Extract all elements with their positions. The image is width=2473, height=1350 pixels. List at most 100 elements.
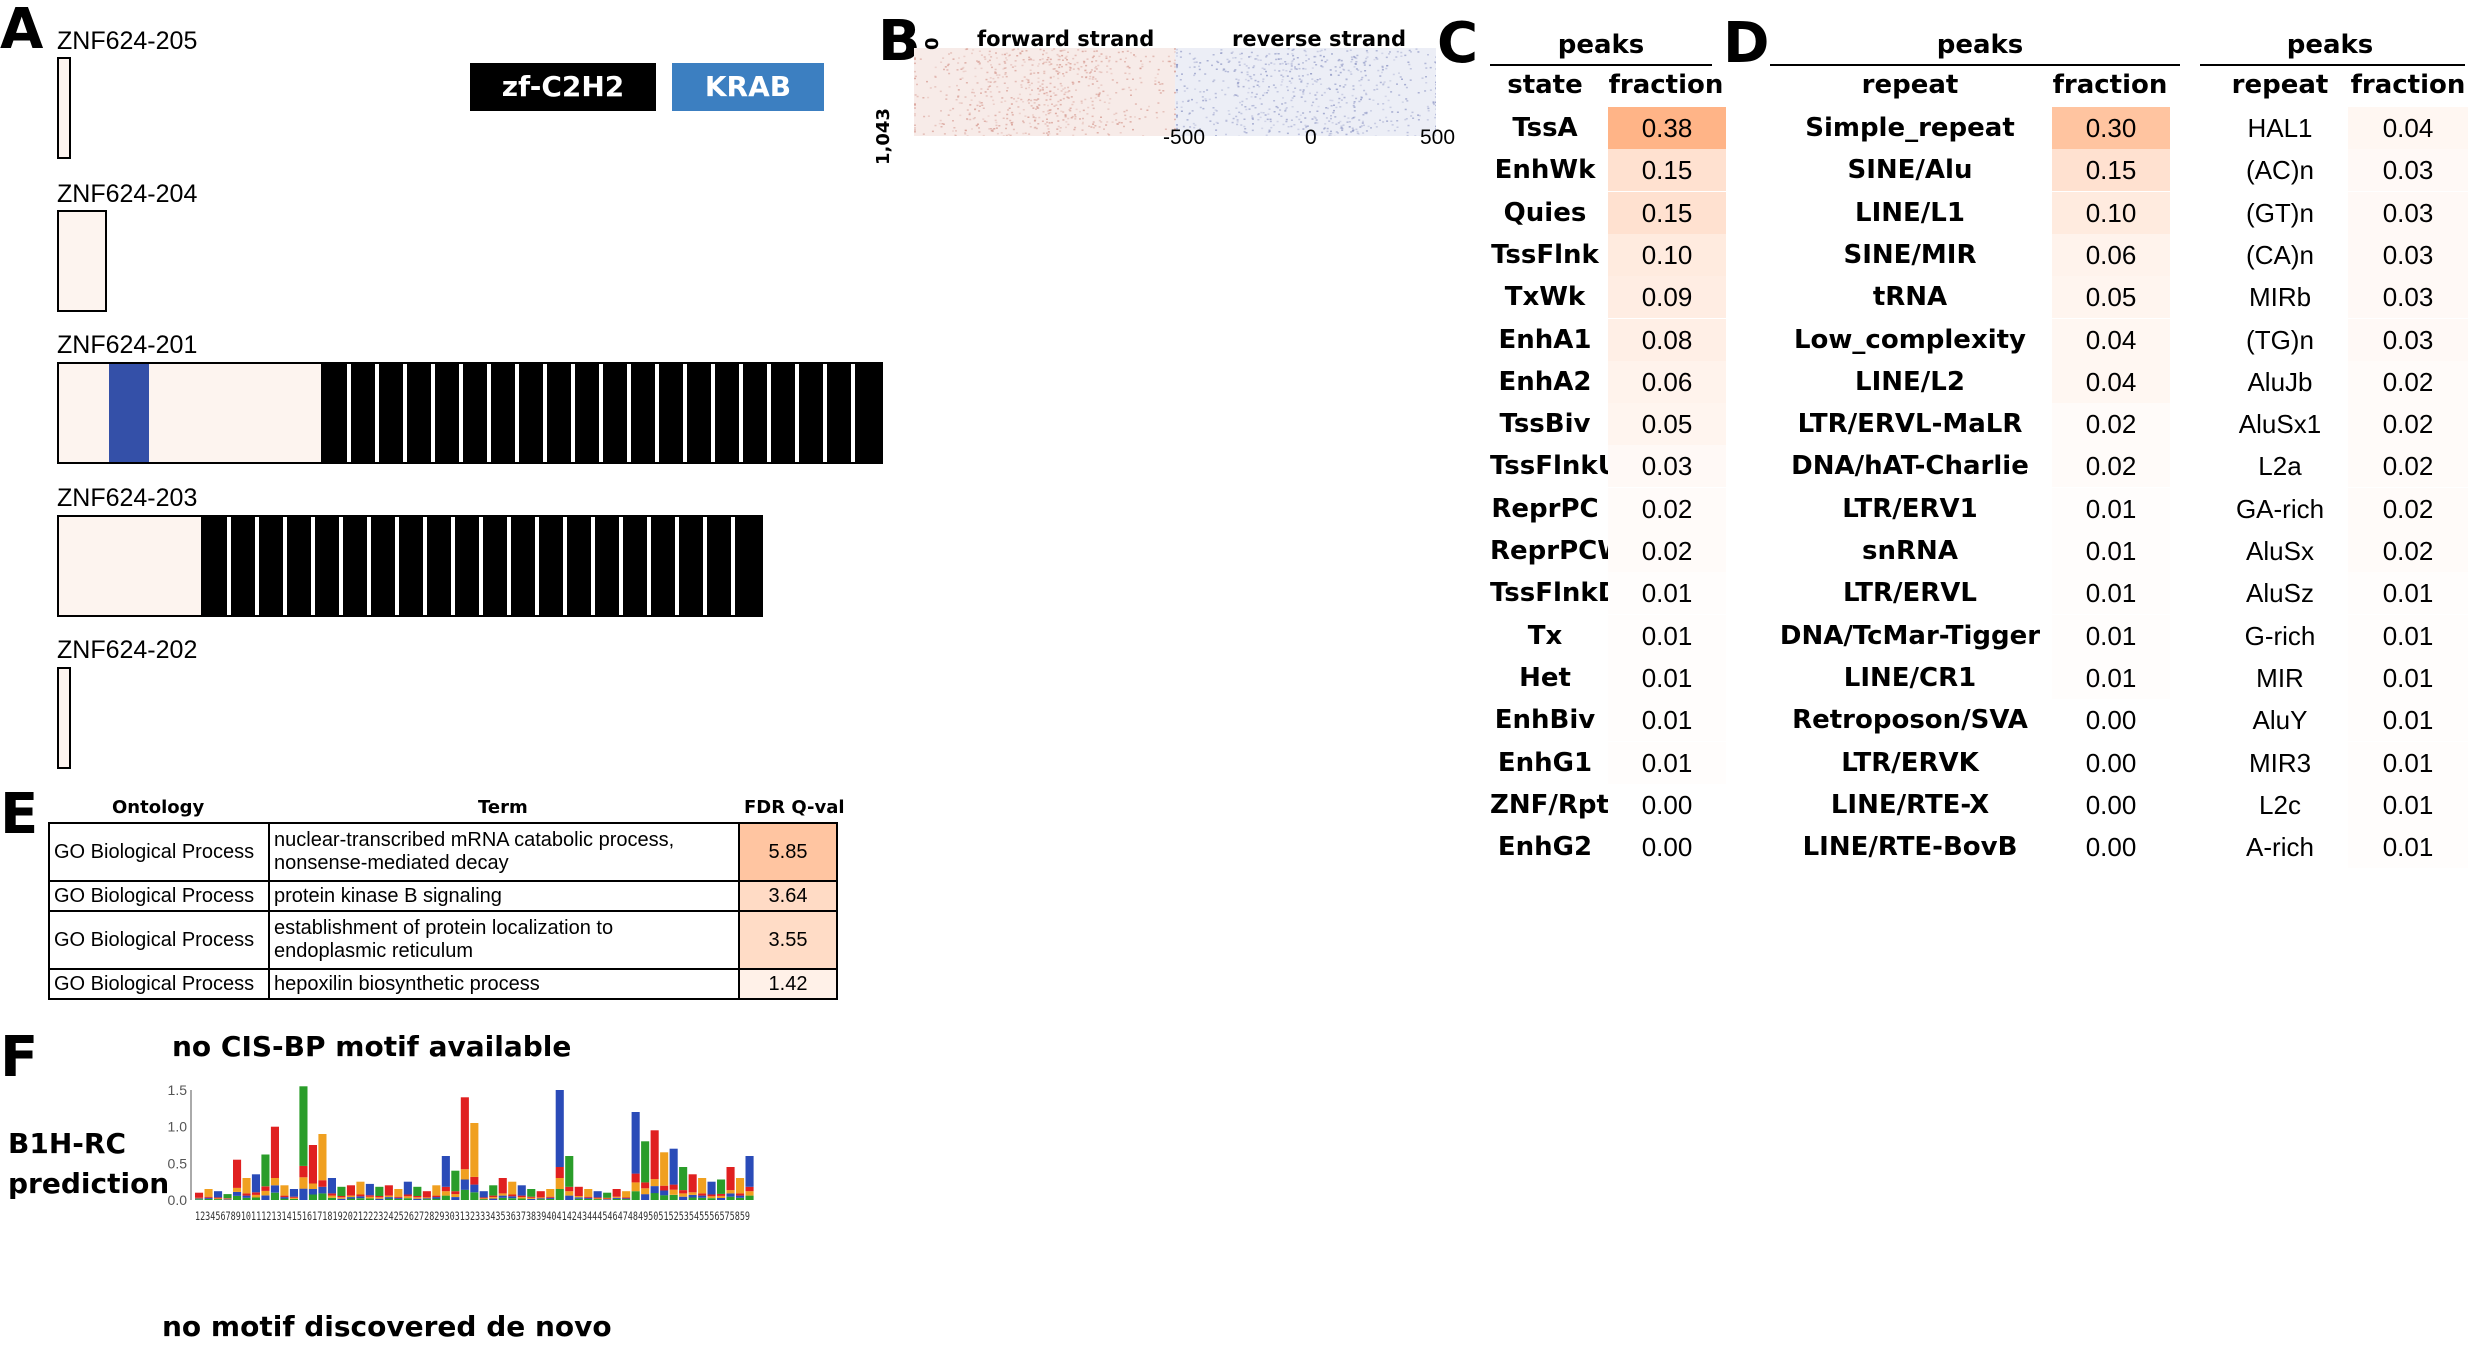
- go-fdr-cell: 3.64: [738, 880, 838, 912]
- logo-letter-G: [451, 1194, 460, 1197]
- heat-dot: [1126, 78, 1129, 80]
- heat-dot: [1290, 65, 1293, 67]
- heat-dot: [1398, 72, 1400, 74]
- heat-dot: [1382, 121, 1385, 123]
- go-table-row: GO Biological Process hepoxilin biosynthe…: [48, 968, 838, 1000]
- logo-letter-T: [584, 1196, 593, 1198]
- heat-dot: [1270, 75, 1273, 77]
- heat-dot: [1324, 123, 1327, 125]
- logo-letter-G: [318, 1134, 327, 1181]
- logo-letter-C: [679, 1196, 688, 1200]
- heat-dot: [1339, 127, 1342, 129]
- go-term-line2: endoplasmic reticulum: [274, 940, 473, 962]
- heat-dot: [976, 104, 979, 107]
- logo-letter-A: [574, 1198, 583, 1200]
- heat-dot: [1239, 101, 1241, 104]
- heat-dot: [1094, 67, 1097, 69]
- heat-dot: [1299, 89, 1302, 91]
- heat-dot: [1260, 73, 1262, 76]
- heat-dot: [919, 58, 922, 60]
- heat-dot: [934, 75, 937, 78]
- heat-dot: [1062, 111, 1065, 113]
- heat-dot: [966, 109, 969, 111]
- go-ontology-cell: GO Biological Process: [48, 968, 270, 1000]
- heat-dot: [1349, 71, 1352, 73]
- state-label: TxWk: [1504, 282, 1586, 313]
- heat-dot: [1404, 54, 1407, 57]
- heat-dot: [1331, 53, 1333, 55]
- heat-dot: [1045, 52, 1048, 54]
- heat-dot: [1268, 129, 1271, 131]
- heat-dot: [1125, 109, 1128, 112]
- heat-dot: [1174, 91, 1176, 94]
- heat-dot: [1293, 95, 1296, 97]
- heat-dot: [1244, 106, 1247, 108]
- heat-dot: [1036, 107, 1039, 109]
- logo-letter-C: [726, 1193, 735, 1197]
- zf-c2h2-domains: [201, 517, 761, 615]
- repeat-family-fraction: 0.01: [2052, 614, 2170, 657]
- heat-dot: [1254, 79, 1257, 82]
- logo-letter-G: [593, 1198, 602, 1200]
- heat-dot: [1214, 109, 1217, 111]
- logo-x-numbers: 1234567891011121314151617181920212223242…: [195, 1209, 750, 1223]
- repeat-name-label: AluSz: [2246, 578, 2314, 609]
- heat-dot: [1321, 94, 1324, 96]
- heat-dot: [1005, 123, 1008, 126]
- logo-letter-C: [451, 1197, 460, 1200]
- panel-label-c: C: [1437, 11, 1479, 76]
- heat-dot: [957, 89, 960, 91]
- heat-dot: [1083, 62, 1085, 64]
- heat-dot: [1097, 64, 1100, 67]
- heat-dot: [964, 129, 967, 132]
- heat-dot: [1022, 59, 1025, 61]
- logo-y-tick: 1.0: [168, 1119, 188, 1135]
- heat-dot: [1257, 59, 1260, 61]
- logo-letter-T: [470, 1176, 479, 1185]
- heat-dot: [1251, 118, 1254, 120]
- repeat-name-fraction: 0.01: [2348, 783, 2468, 826]
- repeat-family-label: snRNA: [1862, 536, 1958, 566]
- heat-dot: [1050, 63, 1053, 65]
- repeat-family-fraction: 0.01: [2052, 530, 2170, 572]
- logo-letter-A: [441, 1195, 450, 1200]
- heat-dot: [1056, 53, 1059, 56]
- heat-dot: [1212, 107, 1215, 109]
- logo-letter-T: [489, 1195, 498, 1198]
- heat-dot: [1124, 118, 1127, 120]
- heat-dot: [1358, 80, 1361, 82]
- heat-dot: [1284, 110, 1287, 112]
- logo-letter-T: [346, 1185, 355, 1196]
- heat-dot: [1234, 69, 1236, 71]
- heat-dot: [1253, 74, 1256, 76]
- heat-dot: [1266, 118, 1269, 121]
- logo-letter-T: [660, 1185, 669, 1191]
- heat-dot: [1134, 55, 1137, 58]
- heat-dot: [1365, 50, 1368, 52]
- heat-dot: [1030, 99, 1033, 102]
- repeat-name-label: MIR3: [2248, 747, 2312, 778]
- heat-dot: [1091, 83, 1094, 85]
- heat-dot: [1041, 83, 1044, 85]
- heat-dot: [1194, 72, 1196, 75]
- heat-dot: [1258, 113, 1260, 115]
- heat-dot: [1325, 107, 1328, 109]
- heat-dot: [943, 123, 945, 125]
- logo-letter-T: [622, 1197, 631, 1199]
- heat-dot: [1176, 65, 1178, 68]
- heat-dot: [1091, 104, 1094, 106]
- heat-dot: [1234, 57, 1237, 59]
- heat-dot: [1134, 116, 1136, 118]
- heat-dot: [1140, 108, 1143, 110]
- logo-letter-G: [612, 1196, 621, 1198]
- heat-dot: [1127, 65, 1130, 68]
- heat-dot: [934, 86, 937, 88]
- repeat-family-label: LINE/RTE-X: [1830, 789, 1990, 820]
- heat-dot: [1340, 99, 1343, 101]
- heat-dot: [1425, 82, 1428, 84]
- heat-dot: [1194, 57, 1197, 59]
- repeat-name-fraction: 0.02: [2348, 360, 2468, 403]
- heat-dot: [952, 120, 954, 122]
- heat-dot: [1162, 90, 1165, 92]
- heat-dot: [1045, 114, 1048, 116]
